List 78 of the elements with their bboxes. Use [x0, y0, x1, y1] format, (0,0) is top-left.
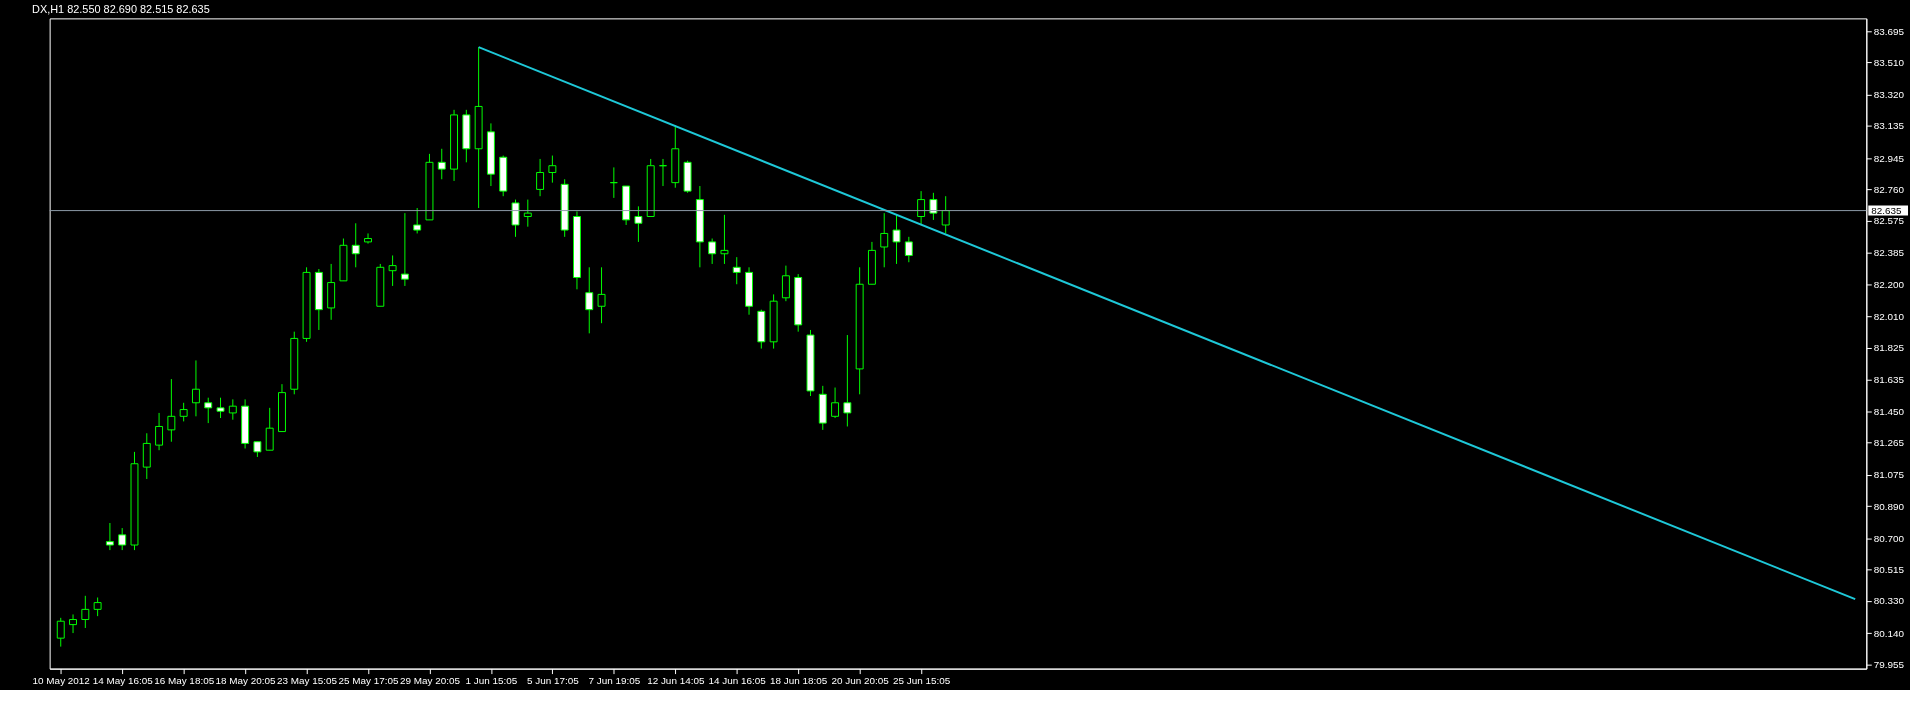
y-tick-label: 83.135	[1873, 120, 1905, 132]
y-tick-label: 80.890	[1873, 500, 1905, 512]
candlestick	[228, 398, 237, 421]
x-tick-label: 25 May 17:05	[338, 675, 400, 687]
y-tick-label: 82.200	[1873, 278, 1905, 290]
x-tick-label: 14 Jun 16:05	[708, 675, 767, 687]
candlestick	[548, 155, 557, 184]
y-tick-label: 83.510	[1873, 56, 1905, 68]
candlestick	[585, 266, 594, 334]
candlestick	[708, 238, 717, 265]
y-tick-label: 82.760	[1873, 183, 1905, 195]
candlestick	[56, 617, 65, 648]
candlestick	[843, 334, 852, 427]
candlestick	[720, 214, 729, 265]
x-tick-label: 16 May 18:05	[154, 675, 215, 687]
y-tick-label: 82.385	[1873, 247, 1905, 259]
x-tick-label: 12 Jun 14:05	[647, 675, 705, 687]
y-tick-label: 81.825	[1873, 342, 1905, 354]
candlestick	[216, 397, 225, 419]
y-tick-label: 81.075	[1873, 469, 1905, 481]
candlestick	[388, 254, 397, 287]
x-tick-label: 23 May 15:05	[277, 675, 338, 687]
x-tick-label: 29 May 20:05	[399, 675, 461, 687]
candlestick	[179, 402, 188, 422]
y-tick-label: 82.945	[1873, 152, 1905, 164]
y-tick-label: 83.695	[1873, 25, 1905, 37]
y-tick-label: 83.320	[1873, 89, 1905, 101]
y-tick-label: 82.010	[1873, 310, 1905, 322]
candlestick	[105, 522, 114, 551]
candlestick	[892, 214, 901, 265]
x-tick-label: 18 Jun 18:05	[770, 675, 828, 687]
candlestick	[941, 195, 950, 234]
candlestick	[732, 256, 741, 285]
ref-line-label: 82.635	[1871, 204, 1903, 216]
candlestick	[204, 397, 213, 424]
x-tick-label: 7 Jun 19:05	[588, 675, 641, 687]
candlestick	[511, 199, 520, 238]
x-tick-label: 25 Jun 15:05	[892, 675, 951, 687]
candlestick	[400, 212, 409, 287]
x-tick-label: 14 May 16:05	[92, 675, 154, 687]
x-tick-label: 20 Jun 20:05	[831, 675, 890, 687]
x-tick-label: 18 May 20:05	[215, 675, 277, 687]
candlestick	[929, 192, 938, 221]
candlestick	[167, 378, 176, 443]
candlestick	[634, 205, 643, 243]
candlestick	[413, 207, 422, 234]
y-tick-label: 81.450	[1873, 405, 1905, 417]
y-tick-label: 79.955	[1873, 658, 1905, 670]
candlestick	[904, 236, 913, 263]
candlestick	[93, 597, 102, 617]
candlestick	[118, 527, 127, 551]
candlestick	[265, 407, 274, 451]
x-tick-label: 5 Jun 17:05	[526, 675, 580, 687]
candlestick	[364, 232, 372, 245]
candlestick	[917, 190, 926, 226]
candlestick	[155, 412, 164, 451]
y-tick-label: 82.575	[1873, 215, 1905, 227]
candlestick	[191, 359, 200, 417]
candlestick	[142, 432, 151, 480]
candlestick	[81, 595, 90, 629]
x-tick-label: 10 May 2012	[32, 675, 91, 687]
candlestick	[781, 265, 790, 302]
candlestick	[351, 222, 360, 268]
candlestick	[437, 148, 446, 180]
y-tick-label: 81.265	[1873, 437, 1905, 449]
y-tick-label: 80.515	[1873, 564, 1905, 576]
y-tick-label: 80.700	[1873, 532, 1905, 544]
candlestick	[523, 199, 532, 228]
candlestick	[69, 613, 78, 634]
candlestick	[597, 266, 606, 324]
candlestick	[831, 387, 840, 419]
y-tick-label: 81.635	[1873, 374, 1905, 386]
y-tick-label: 80.330	[1873, 595, 1905, 607]
candlestick	[880, 212, 889, 268]
chart-title: DX,H1 82.550 82.690 82.515 82.635	[32, 3, 210, 16]
candlestick	[536, 158, 545, 197]
x-tick-label: 1 Jun 15:05	[465, 675, 518, 687]
y-tick-label: 80.140	[1873, 627, 1905, 639]
